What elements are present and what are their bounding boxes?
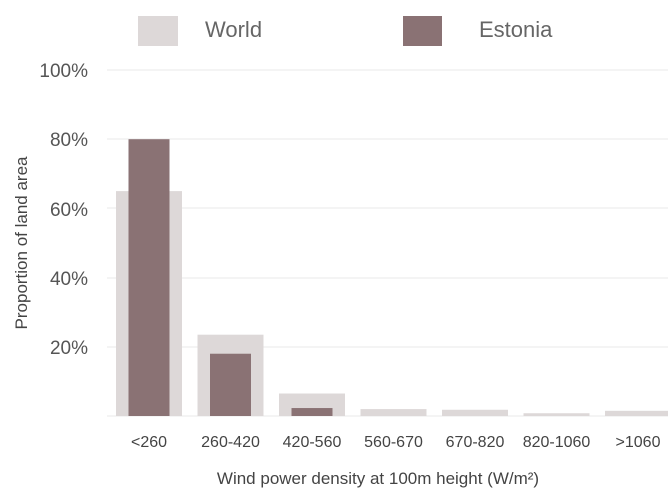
- legend-swatch-world: [138, 16, 178, 46]
- ytick-label-40: 40%: [50, 269, 88, 290]
- ytick-label-100: 100%: [39, 61, 88, 82]
- x-axis: <260 260-420 420-560 560-670 670-820 820-1060…: [131, 434, 661, 451]
- bars: [116, 139, 668, 416]
- xtick-label-2: 420-560: [283, 434, 342, 451]
- xtick-label-1: 260-420: [201, 434, 260, 451]
- bar-estonia-2: [291, 408, 333, 416]
- bar-estonia-0: [128, 139, 170, 416]
- bar-world-6: [605, 410, 668, 416]
- legend-label-world: World: [205, 17, 262, 42]
- legend-swatch-estonia: [403, 16, 442, 46]
- x-axis-label: Wind power density at 100m height (W/m²): [217, 469, 539, 488]
- bar-world-5: [523, 413, 590, 416]
- y-axis: 20% 40% 60% 80% 100%: [39, 61, 88, 359]
- xtick-label-4: 670-820: [446, 434, 505, 451]
- y-axis-label: Proportion of land area: [12, 156, 31, 329]
- bar-estonia-1: [210, 353, 251, 416]
- legend-label-estonia: Estonia: [479, 17, 553, 42]
- gridlines: [107, 69, 668, 417]
- xtick-label-6: >1060: [616, 434, 661, 451]
- xtick-label-0: <260: [131, 434, 167, 451]
- ytick-label-60: 60%: [50, 200, 88, 221]
- bar-world-4: [442, 409, 508, 416]
- ytick-label-20: 20%: [50, 338, 88, 359]
- xtick-label-5: 820-1060: [523, 434, 591, 451]
- legend: World Estonia: [138, 16, 553, 46]
- ytick-label-80: 80%: [50, 130, 88, 151]
- xtick-label-3: 560-670: [364, 434, 423, 451]
- bar-world-3: [360, 409, 427, 416]
